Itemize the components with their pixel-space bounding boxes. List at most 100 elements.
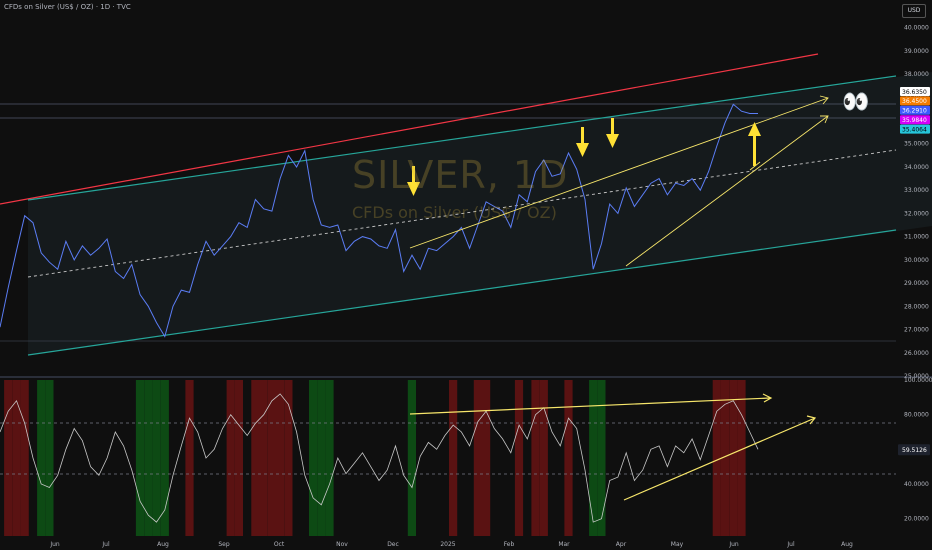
- price-tag: [900, 105, 930, 115]
- price-tick-label: 40.0000: [904, 25, 929, 32]
- channel-fill: [28, 72, 932, 355]
- price-tag-label: 35.4064: [902, 126, 927, 133]
- time-tick-label: Mar: [558, 541, 570, 548]
- price-tick-label: 32.0000: [904, 210, 929, 217]
- price-tick-label: 30.0000: [904, 257, 929, 264]
- price-tag: [900, 124, 930, 134]
- oscillator-zone: [267, 380, 276, 536]
- oscillator-zone: [144, 380, 153, 536]
- oscillator-tick-label: 100.0000: [904, 377, 932, 384]
- oscillator-zone: [12, 380, 21, 536]
- oscillator-zone: [234, 380, 243, 536]
- oscillator-zone: [152, 380, 161, 536]
- oscillator-zone: [37, 380, 46, 536]
- time-tick-label: Apr: [616, 541, 627, 548]
- price-tag-label: 36.6350: [902, 89, 927, 96]
- arrow-down-mar2: [606, 118, 619, 148]
- oscillator-current-value: 59.5126: [902, 447, 927, 454]
- price-tags: 36.6350 36.4500 36.2910 35.9840 35.4064: [900, 87, 930, 134]
- oscillator-zone: [589, 380, 598, 536]
- price-tag: [900, 115, 930, 125]
- oscillator-zone: [531, 380, 540, 536]
- oscillator-zone: [185, 380, 194, 536]
- oscillator-zone: [276, 380, 285, 536]
- price-tick-label: 34.0000: [904, 164, 929, 171]
- price-tick-label: 25.0000: [904, 373, 929, 380]
- time-tick-label: 2025: [440, 541, 455, 548]
- time-tick-label: Jul: [786, 541, 795, 548]
- oscillator-zone: [564, 380, 573, 536]
- oscillator-tick-label: 40.0000: [904, 481, 929, 488]
- oscillator-zone: [4, 380, 13, 536]
- oscillator-zone: [729, 380, 738, 536]
- oscillator-current-badge: [898, 444, 930, 456]
- oscillator-zone: [284, 380, 293, 536]
- oscillator-zone: [449, 380, 458, 536]
- price-tick-label: 29.0000: [904, 280, 929, 287]
- arrow-down-mar1: [576, 127, 589, 157]
- oscillator-zone: [160, 380, 169, 536]
- oscillator-line: [0, 393, 759, 523]
- time-tick-label: May: [671, 541, 684, 548]
- oscillator-zone: [20, 380, 29, 536]
- eyes-emoji: 👀: [842, 90, 870, 115]
- price-tick-label: 26.0000: [904, 350, 929, 357]
- oscillator-zone: [712, 380, 721, 536]
- time-tick-label: Oct: [274, 541, 285, 548]
- time-tick-label: Dec: [387, 541, 399, 548]
- oscillator-zone: [482, 380, 491, 536]
- oscillator-zone: [251, 380, 260, 536]
- watermark-symbol: SILVER, 1D: [352, 153, 569, 197]
- oscillator-zone: [317, 380, 326, 536]
- osc-trendline-lower: [623, 415, 817, 501]
- arrow-down-dec: [407, 166, 420, 196]
- oscillator-zone: [407, 380, 416, 536]
- price-tick-label: 35.0000: [904, 141, 929, 148]
- price-tick-label: 27.0000: [904, 327, 929, 334]
- oscillator-tick-label: 20.0000: [904, 516, 929, 523]
- channel-lower-line: [27, 229, 897, 356]
- price-tick-label: 28.0000: [904, 303, 929, 310]
- oscillator-tick-label: 80.0000: [904, 412, 929, 419]
- price-tag-label: 36.2910: [902, 108, 927, 115]
- arrow-up-jun: [748, 122, 761, 166]
- oscillator-zone: [309, 380, 318, 536]
- price-tick-label: 31.0000: [904, 234, 929, 241]
- oscillator-zone: [597, 380, 606, 536]
- oscillator-zone: [539, 380, 548, 536]
- oscillator-zones: [4, 380, 746, 536]
- time-tick-label: Nov: [336, 541, 348, 548]
- oscillator-zone: [473, 380, 482, 536]
- price-tag: [900, 87, 930, 96]
- osc-trendline-upper: [409, 393, 773, 415]
- time-tick-label: Aug: [841, 541, 853, 548]
- time-tick-label: Jun: [728, 541, 739, 548]
- watermark-description: CFDs on Silver (US$ / OZ): [352, 203, 557, 222]
- price-tick-label: 38.0000: [904, 71, 929, 78]
- trendline-lower: [625, 115, 829, 267]
- resistance-line: [0, 53, 819, 205]
- price-tag: [900, 96, 930, 106]
- trendline-upper: [409, 95, 829, 249]
- currency-button[interactable]: USD: [902, 4, 926, 18]
- time-tick-label: Aug: [157, 541, 169, 548]
- price-tag-label: 36.4500: [902, 98, 927, 105]
- price-tag-label: 35.9840: [902, 117, 927, 124]
- time-tick-label: Sep: [218, 541, 230, 548]
- oscillator-axis-ticks: 20.000040.000060.000080.0000100.000059.5…: [898, 377, 932, 523]
- time-tick-label: Feb: [504, 541, 515, 548]
- oscillator-zone: [226, 380, 235, 536]
- oscillator-zone: [259, 380, 268, 536]
- time-axis-ticks: Jun Jul Aug Sep Oct Nov Dec 2025 Feb Mar Apr May Jun…: [49, 541, 853, 548]
- chart-title: CFDs on Silver (US$ / OZ) · 1D · TVC: [4, 3, 131, 11]
- time-tick-label: Jul: [101, 541, 110, 548]
- oscillator-zone: [514, 380, 524, 536]
- channel-upper-line: [27, 75, 897, 201]
- price-tick-label: 39.0000: [904, 48, 929, 55]
- oscillator-zone: [720, 380, 730, 536]
- price-tick-label: 33.0000: [904, 187, 929, 194]
- time-tick-label: Jun: [49, 541, 60, 548]
- oscillator-zone: [45, 380, 54, 536]
- oscillator-zone: [325, 380, 334, 536]
